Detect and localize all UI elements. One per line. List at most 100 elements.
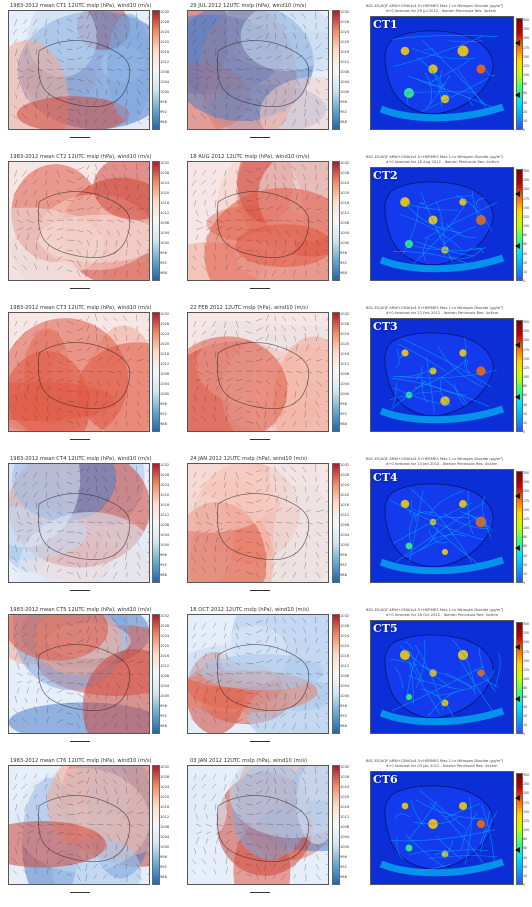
mid-panel-title: 03 JAN 2012 12UTC mslp (hPa), wind10 (m/…	[190, 758, 307, 764]
colorbar-ticks: 300 250 200 175 150 125 100 80 60 40 20 10 5	[523, 471, 532, 581]
colorbar-tick-label: 1028	[340, 775, 349, 779]
vector-scale	[70, 137, 90, 138]
colorbar-tick-label: 200	[523, 187, 529, 191]
colorbar-tick-label: 300	[523, 622, 529, 626]
no2-hotspot	[400, 197, 410, 207]
colorbar-tick-label: 1012	[160, 664, 169, 668]
left-mslp-map	[8, 614, 150, 734]
colorbar-tick-label: 1000	[160, 392, 169, 396]
colorbar-tick-label: 1004	[160, 835, 169, 839]
colorbar-tick-label: 20	[523, 110, 527, 114]
no2-subtitle: d+0 forecast for 03 Jan 2012 - Iberian P…	[386, 764, 497, 768]
mid-map-svg	[188, 313, 328, 431]
colorbar-tick-label: 1004	[160, 80, 169, 84]
row-1: 1983-2012 mean CT1 12UTC mslp (hPa), win…	[0, 0, 532, 150]
colorbar-tick-label: 40	[523, 403, 527, 407]
colorbar-tick-label: 125	[523, 64, 529, 68]
colorbar-tick-label: 1000	[160, 694, 169, 698]
colorbar-tick-label: 1016	[340, 201, 349, 205]
no2-subtitle: d+0 forecast for 18 Oct 2012 - Iberian P…	[386, 613, 498, 617]
colorbar-tick-label: 996	[160, 251, 167, 255]
mid-mslp-panel: 03 JAN 2012 12UTC mslp (hPa), wind10 (m/…	[180, 755, 360, 905]
mid-colorbar	[332, 312, 340, 432]
threshold-marker	[515, 847, 520, 853]
no2-map-svg	[371, 772, 513, 884]
colorbar-tick-label: 1020	[160, 795, 169, 799]
colorbar-tick-label: 125	[523, 215, 529, 219]
left-panel-title: 1983-2012 mean CT3 12UTC mslp (hPa), win…	[10, 305, 151, 311]
colorbar-tick-label: 1012	[160, 211, 169, 215]
left-mslp-map	[8, 765, 150, 885]
colorbar-tick-label: 100	[523, 828, 529, 832]
colorbar-tick-label: 996	[340, 553, 347, 557]
colorbar-tick-label: 1032	[340, 463, 349, 467]
colorbar-tick-label: 1008	[340, 523, 349, 527]
colorbar-tick-label: 80	[523, 535, 527, 539]
colorbar-ticks: 300 250 200 175 150 125 100 80 60 40 20 10 5	[523, 773, 532, 883]
colorbar-tick-label: 1008	[160, 70, 169, 74]
colorbar-tick-label: 1012	[340, 664, 349, 668]
colorbar-tick-label: 1016	[160, 805, 169, 809]
ct-label: CT3	[373, 320, 398, 333]
colorbar-tick-label: 1008	[160, 825, 169, 829]
vector-scale	[250, 288, 270, 289]
vector-scale	[70, 288, 90, 289]
colorbar-tick-label: 80	[523, 686, 527, 690]
threshold-marker	[515, 493, 520, 499]
colorbar-ticks: 1032 1028 1024 1020 1016 1012 1008 1004 1000 996 9…	[160, 312, 170, 430]
colorbar-tick-label: 1004	[160, 684, 169, 688]
no2-subtitle: d+0 forecast for 24 Jan 2012 - Iberian P…	[386, 462, 497, 466]
colorbar-tick-label: 1020	[340, 40, 349, 44]
mid-map-svg	[188, 464, 328, 582]
no2-hotspot	[458, 650, 468, 660]
row-6: 1983-2012 mean CT6 12UTC mslp (hPa), win…	[0, 755, 532, 905]
colorbar-tick-label: 300	[523, 773, 529, 777]
no2-hotspot	[458, 46, 469, 57]
left-mslp-panel: 1983-2012 mean CT5 12UTC mslp (hPa), win…	[0, 604, 180, 754]
colorbar-tick-label: 1004	[160, 382, 169, 386]
colorbar-tick-label: 1016	[160, 503, 169, 507]
threshold-marker	[515, 191, 520, 197]
colorbar-tick-label: 1032	[340, 765, 349, 769]
threshold-marker	[515, 342, 520, 348]
mid-mslp-map	[187, 614, 329, 734]
colorbar-tick-label: 1028	[160, 775, 169, 779]
colorbar-tick-label: 60	[523, 242, 527, 246]
colorbar-tick-label: 10	[523, 723, 527, 727]
no2-map	[370, 771, 514, 885]
colorbar-tick-label: 1000	[340, 241, 349, 245]
vector-scale	[250, 741, 270, 742]
no2-title: BSC-ES/AQF ARW+CMAQv4.5+HERMES Max 1-hr …	[366, 306, 503, 310]
colorbar-tick-label: 1004	[340, 835, 349, 839]
colorbar-tick-label: 1004	[340, 382, 349, 386]
left-panel-title: 1983-2012 mean CT4 12UTC mslp (hPa), win…	[10, 456, 151, 462]
ct-label: CT5	[373, 622, 398, 635]
left-panel-title: 1983-2012 mean CT2 12UTC mslp (hPa), win…	[10, 154, 151, 160]
pressure-field-blob	[202, 654, 324, 690]
colorbar-tick-label: 100	[523, 375, 529, 379]
colorbar-tick-label: 10	[523, 119, 527, 123]
no2-title: BSC-ES/AQF ARW+CMAQv4.5+HERMES Max 1-hr …	[366, 759, 503, 763]
colorbar-tick-label: 1012	[340, 362, 349, 366]
colorbar-tick-label: 992	[160, 110, 167, 114]
colorbar-tick-label: 150	[523, 810, 529, 814]
colorbar-tick-label: 300	[523, 320, 529, 324]
colorbar-tick-label: 200	[523, 791, 529, 795]
no2-hotspot	[405, 240, 413, 248]
left-panel-title: 1983-2012 mean CT5 12UTC mslp (hPa), win…	[10, 607, 151, 613]
mid-colorbar	[332, 463, 340, 583]
colorbar-tick-label: 1004	[340, 80, 349, 84]
colorbar-ticks: 300 250 200 175 150 125 100 80 60 40 20 10 5	[523, 622, 532, 732]
colorbar-tick-label: 40	[523, 554, 527, 558]
colorbar-tick-label: 1004	[160, 231, 169, 235]
row-4: 1983-2012 mean CT4 12UTC mslp (hPa), win…	[0, 453, 532, 603]
colorbar-tick-label: 300	[523, 18, 529, 22]
colorbar-ticks: 1032 1028 1024 1020 1016 1012 1008 1004 1000 996 9…	[160, 765, 170, 883]
left-mslp-panel: 1983-2012 mean CT3 12UTC mslp (hPa), win…	[0, 302, 180, 452]
colorbar-tick-label: 1024	[160, 181, 169, 185]
mid-mslp-map	[187, 161, 329, 281]
colorbar-tick-label: 988	[160, 422, 167, 426]
colorbar-tick-label: 1020	[160, 40, 169, 44]
colorbar-tick-label: 40	[523, 101, 527, 105]
colorbar-tick-label: 996	[340, 704, 347, 708]
